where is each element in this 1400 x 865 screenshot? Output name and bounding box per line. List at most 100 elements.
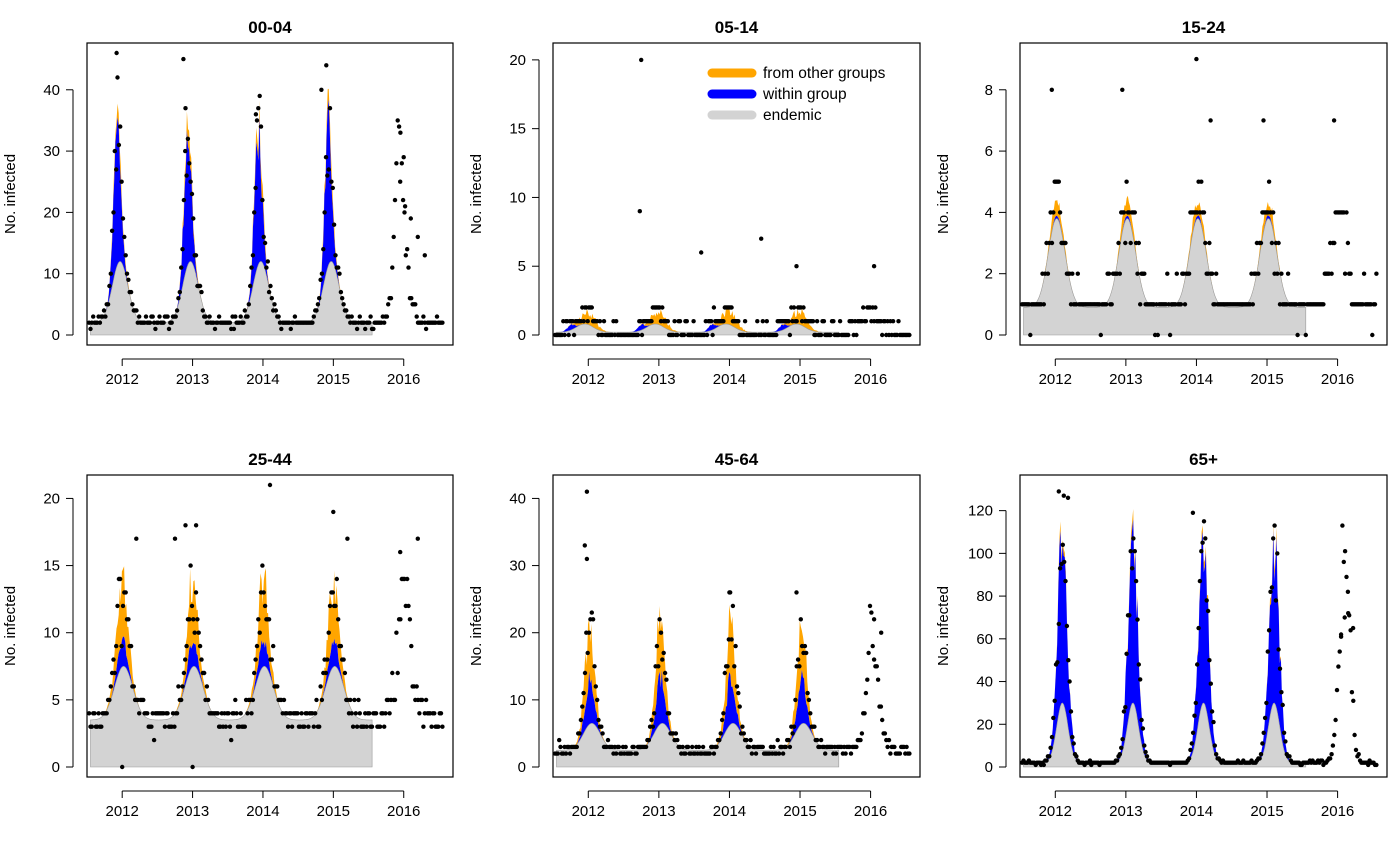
data-point: [1186, 271, 1192, 276]
data-point: [357, 314, 362, 319]
data-point: [717, 737, 722, 743]
data-point: [324, 63, 329, 68]
data-point: [1114, 758, 1120, 763]
plot-frame: [552, 42, 921, 346]
data-point: [200, 308, 205, 313]
data-point: [317, 724, 322, 729]
data-point: [402, 204, 408, 209]
data-point: [776, 751, 782, 756]
data-point: [677, 319, 683, 324]
data-point: [261, 234, 266, 240]
data-point: [771, 744, 776, 750]
data-point: [111, 657, 116, 662]
data-point: [854, 332, 859, 338]
data-point: [730, 603, 736, 609]
data-point: [786, 737, 791, 743]
data-point: [115, 75, 120, 80]
data-point: [814, 319, 820, 324]
data-point: [252, 670, 257, 676]
y-tick-label: 15: [509, 121, 526, 138]
data-point: [275, 684, 280, 689]
data-point: [1109, 302, 1114, 307]
data-point: [888, 751, 893, 756]
data-point: [865, 677, 870, 682]
data-point: [406, 603, 411, 609]
data-point: [1071, 741, 1076, 746]
data-point: [357, 711, 362, 716]
data-point: [660, 657, 665, 662]
data-point: [257, 630, 262, 635]
y-axis: 0 10 20 30 40: [509, 490, 540, 776]
data-point: [1049, 87, 1055, 93]
data-point: [896, 319, 901, 324]
data-point: [302, 724, 307, 729]
legend: from other groups within group endemic: [707, 65, 886, 124]
data-point: [1199, 179, 1204, 184]
panel-title: 00-04: [248, 18, 292, 37]
data-point: [215, 711, 220, 716]
data-point: [831, 319, 836, 324]
data-point: [331, 222, 337, 227]
data-point: [181, 56, 186, 62]
data-point: [859, 731, 865, 736]
data-point: [1056, 489, 1062, 494]
data-point: [861, 305, 866, 310]
data-point: [387, 711, 392, 716]
data-point: [122, 234, 127, 240]
data-point: [409, 296, 414, 301]
data-point: [1060, 542, 1066, 547]
data-point: [1193, 700, 1199, 706]
data-point: [566, 332, 571, 338]
data-point: [1281, 730, 1287, 735]
data-point: [1208, 118, 1213, 123]
data-point: [126, 277, 131, 282]
data-point: [1044, 758, 1049, 763]
data-point: [114, 50, 119, 56]
data-point: [650, 724, 655, 729]
data-point: [398, 130, 403, 135]
data-point: [699, 250, 704, 255]
data-point: [288, 326, 293, 332]
y-tick-label: 40: [43, 82, 60, 99]
data-point: [680, 744, 685, 750]
data-point: [162, 724, 168, 729]
data-point: [276, 314, 281, 319]
data-point: [775, 737, 780, 743]
data-point: [586, 630, 592, 635]
y-tick-label: 120: [968, 503, 993, 520]
data-point: [1178, 302, 1184, 307]
data-point: [181, 670, 187, 676]
data-point: [417, 711, 422, 716]
y-tick-label: 0: [52, 327, 60, 344]
data-point: [319, 697, 325, 703]
x-tick-label: 2016: [387, 803, 420, 820]
data-point: [736, 319, 741, 324]
data-point: [1132, 549, 1138, 554]
y-axis-label: No. infected: [2, 586, 19, 666]
area-endemic: [1023, 702, 1307, 768]
data-point: [1196, 625, 1201, 631]
data-point: [227, 724, 233, 729]
y-axis-label: No. infected: [2, 154, 19, 234]
data-point: [310, 320, 315, 325]
data-point: [783, 744, 788, 750]
data-point: [120, 603, 126, 609]
data-point: [321, 247, 326, 252]
data-point: [91, 314, 96, 319]
x-tick-label: 2012: [572, 803, 605, 820]
data-point: [407, 617, 413, 622]
data-point: [1133, 578, 1139, 584]
data-point: [319, 271, 325, 276]
data-point: [1195, 662, 1200, 667]
y-tick-label: 0: [985, 327, 993, 344]
data-point: [797, 664, 802, 669]
data-point: [394, 630, 399, 635]
data-point: [199, 657, 204, 662]
data-point: [704, 332, 710, 338]
data-point: [1348, 271, 1353, 276]
y-axis-label: No. infected: [468, 586, 485, 666]
data-point: [1261, 730, 1266, 735]
y-tick-label: 0: [518, 327, 526, 344]
data-point: [795, 657, 801, 662]
data-point: [414, 684, 419, 689]
